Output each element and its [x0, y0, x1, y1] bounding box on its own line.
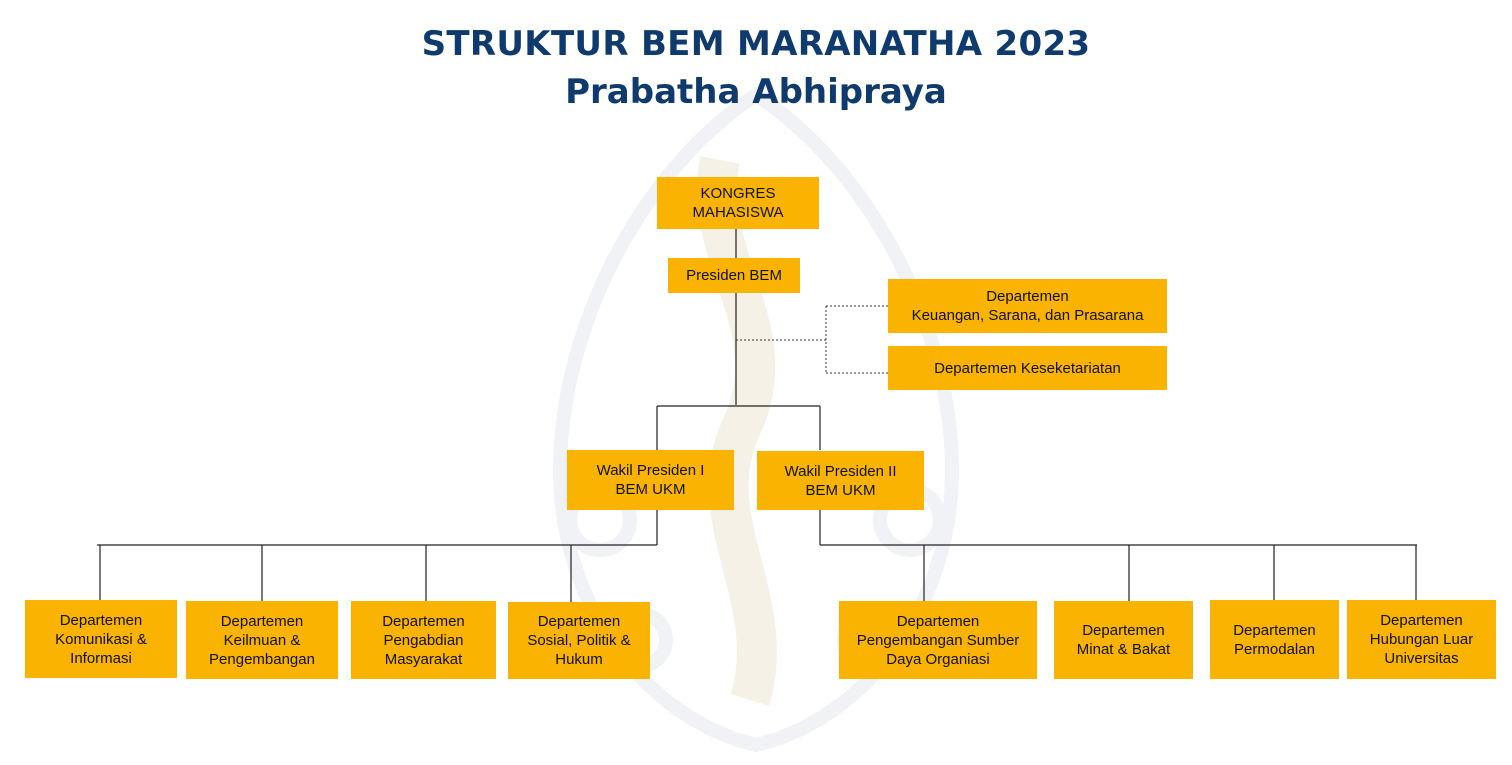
- node-dept-keilmuan: Departemen Keilmuan & Pengembangan: [186, 601, 338, 679]
- node-dept-sospolhuk: Departemen Sosial, Politik & Hukum: [508, 602, 650, 679]
- page-title: STRUKTUR BEM MARANATHA 2023: [421, 24, 1091, 64]
- node-presiden-bem: Presiden BEM: [668, 258, 800, 293]
- node-dept-kominfo: Departemen Komunikasi & Informasi: [25, 600, 177, 678]
- node-wakil-presiden-1: Wakil Presiden I BEM UKM: [567, 450, 734, 510]
- node-dept-psdo: Departemen Pengembangan Sumber Daya Orga…: [839, 601, 1037, 679]
- node-dept-keuangan: Departemen Keuangan, Sarana, dan Prasara…: [888, 279, 1167, 333]
- node-wakil-presiden-2: Wakil Presiden II BEM UKM: [757, 451, 924, 510]
- node-dept-pengabdian: Departemen Pengabdian Masyarakat: [351, 601, 496, 679]
- node-dept-minat-bakat: Departemen Minat & Bakat: [1054, 601, 1193, 679]
- node-dept-permodalan: Departemen Permodalan: [1210, 600, 1339, 679]
- page-subtitle: Prabatha Abhipraya: [565, 72, 947, 112]
- node-kongres-mahasiswa: KONGRES MAHASISWA: [657, 177, 819, 229]
- node-dept-hubungan-luar: Departemen Hubungan Luar Universitas: [1347, 600, 1496, 679]
- node-dept-kesekretariatan: Departemen Keseketariatan: [888, 346, 1167, 390]
